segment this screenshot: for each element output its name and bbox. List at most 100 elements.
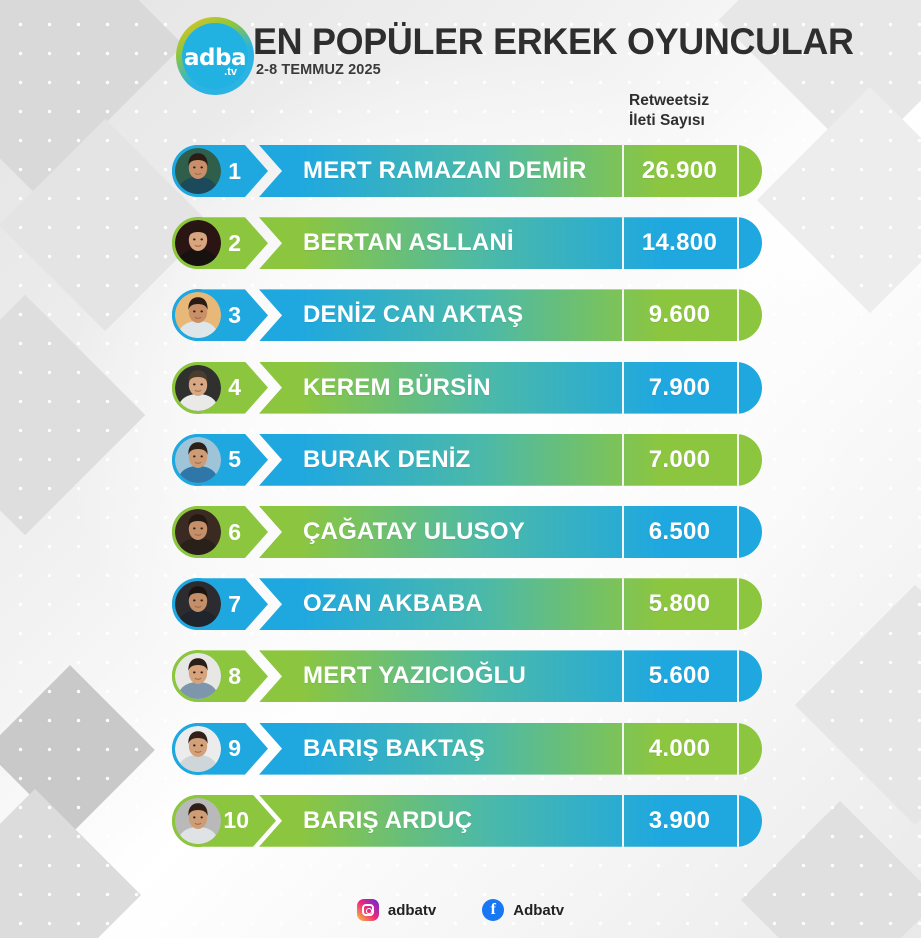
actor-name: ÇAĞATAY ULUSOY [303, 518, 525, 545]
bar-divider [622, 433, 624, 486]
bar-divider [622, 650, 624, 703]
rank-number: 8 [228, 662, 241, 689]
rank-number: 4 [228, 374, 241, 401]
message-count-value: 6.500 [648, 518, 711, 545]
bar-divider [737, 217, 739, 270]
actor-avatar [172, 578, 224, 631]
actor-name: MERT YAZICIOĞLU [303, 662, 527, 690]
actor-name: DENİZ CAN AKTAŞ [303, 301, 524, 329]
message-count-value: 26.900 [641, 157, 718, 184]
rank-number: 9 [228, 735, 241, 762]
actor-name: MERT RAMAZAN DEMİR [303, 157, 587, 184]
rank-bar [259, 217, 762, 270]
rank-number: 1 [228, 157, 241, 184]
message-count-value: 3.900 [648, 806, 711, 834]
message-count-value: 7.000 [648, 445, 711, 473]
header: adba .tv EN POPÜLER ERKEK OYUNCULAR 2-8 … [0, 0, 921, 129]
facebook-handle: Adbatv [513, 901, 565, 919]
rank-number: 5 [228, 446, 241, 473]
adba-logo-wordmark: adba [184, 44, 246, 71]
instagram-link[interactable]: adbatv [356, 899, 437, 921]
actor-name: BERTAN ASLLANİ [303, 229, 514, 257]
rank-number: 2 [228, 229, 241, 256]
rank-number: 3 [228, 301, 241, 328]
rank-number: 7 [228, 590, 241, 617]
ranking-row: BURAK DENİZ 7.000 5 [0, 432, 921, 488]
bar-divider [622, 289, 624, 342]
ranking-row: OZAN AKBABA 5.800 7 [0, 576, 921, 632]
bar-divider [737, 722, 739, 775]
actor-avatar-photo [175, 436, 221, 483]
bar-divider [622, 794, 624, 847]
ranking-row: BERTAN ASLLANİ 14.800 2 [0, 215, 921, 271]
bar-divider [622, 578, 624, 631]
rank-bar [259, 650, 762, 703]
rank-bar [259, 506, 762, 558]
message-count-value: 7.900 [648, 373, 711, 401]
actor-avatar-photo [175, 581, 221, 628]
instagram-icon [356, 899, 379, 921]
ranking-row: ÇAĞATAY ULUSOY 6.500 6 [0, 504, 921, 560]
ranking-row: MERT YAZICIOĞLU 5.600 8 [0, 648, 921, 704]
value-column-header-line1: Retweetsiz [629, 92, 710, 109]
actor-avatar [172, 506, 224, 558]
actor-avatar [172, 145, 224, 197]
value-column-header: Retweetsiz İleti Sayısı [629, 91, 709, 132]
actor-avatar-photo [175, 364, 221, 411]
bar-divider [737, 145, 739, 197]
actor-avatar-photo [175, 725, 221, 772]
facebook-icon: f [482, 899, 505, 921]
bar-divider [622, 506, 624, 558]
adba-logo-tv: .tv [224, 66, 237, 78]
ranking-row: BARIŞ BAKTAŞ 4.000 9 [0, 721, 921, 777]
facebook-link[interactable]: f Adbatv [482, 899, 564, 921]
rank-bar [259, 433, 762, 486]
actor-name: BURAK DENİZ [303, 445, 471, 473]
actor-avatar [172, 217, 224, 270]
bar-divider [737, 289, 739, 342]
actor-avatar-photo [175, 220, 221, 267]
bar-divider [737, 794, 739, 847]
bar-divider [737, 433, 739, 486]
bar-divider [737, 650, 739, 703]
actor-name: KEREM BÜRSİN [303, 373, 491, 401]
bar-divider [737, 578, 739, 631]
message-count-value: 5.600 [648, 662, 711, 690]
bar-divider [622, 217, 624, 270]
adba-logo-inner: adba .tv [182, 23, 248, 89]
message-count-value: 4.000 [648, 734, 711, 762]
message-count-value: 9.600 [648, 301, 711, 329]
bar-divider [737, 506, 739, 558]
actor-avatar [172, 722, 224, 775]
rank-number: 6 [228, 518, 241, 545]
bar-divider [737, 361, 739, 414]
message-count-value: 14.800 [641, 229, 718, 257]
page-title: EN POPÜLER ERKEK OYUNCULAR [253, 21, 854, 62]
rank-bar [259, 794, 762, 847]
adba-logo: adba .tv [176, 17, 254, 95]
actor-name: BARIŞ BAKTAŞ [303, 734, 485, 762]
actor-avatar [172, 650, 224, 703]
rank-bar [259, 361, 762, 414]
rank-bar [259, 145, 762, 197]
actor-avatar-photo [175, 148, 221, 194]
rank-bar [259, 289, 762, 342]
actor-avatar-photo [175, 653, 221, 700]
bar-divider [622, 145, 624, 197]
bar-divider [622, 361, 624, 414]
instagram-handle: adbatv [387, 901, 437, 919]
bar-divider [622, 722, 624, 775]
ranking-row: DENİZ CAN AKTAŞ 9.600 3 [0, 287, 921, 343]
rank-bar [259, 722, 762, 775]
actor-avatar [172, 361, 224, 414]
message-count-value: 5.800 [648, 590, 711, 618]
actor-avatar [172, 289, 224, 342]
actor-avatar [172, 433, 224, 486]
ranking-row: MERT RAMAZAN DEMİR 26.900 1 [0, 143, 921, 199]
rank-bar [259, 578, 762, 631]
actor-name: BARIŞ ARDUÇ [303, 806, 473, 834]
ranking-row: BARIŞ ARDUÇ 3.900 10 [0, 793, 921, 849]
actor-avatar [172, 794, 224, 847]
value-column-header-line2: İleti Sayısı [629, 112, 705, 130]
